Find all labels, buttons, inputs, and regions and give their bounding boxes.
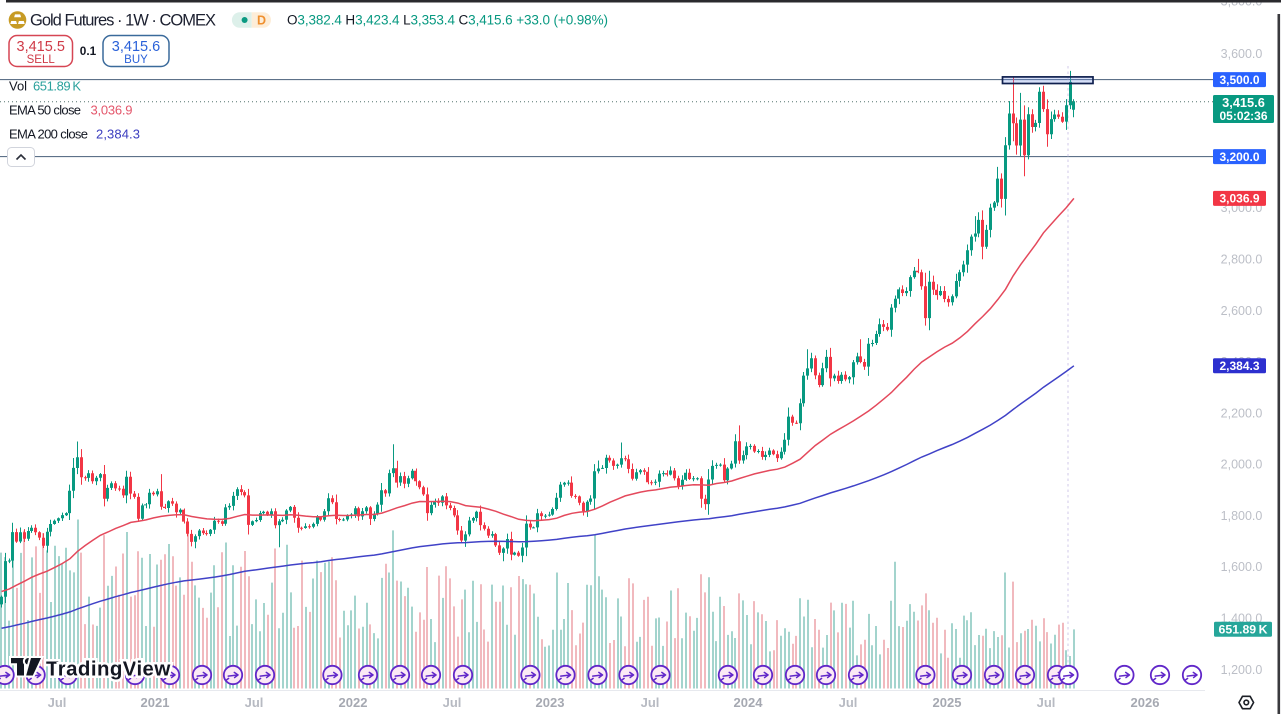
svg-text:EMA 200 close: EMA 200 close: [9, 127, 88, 142]
svg-text:2022: 2022: [339, 695, 368, 710]
svg-text:Jul: Jul: [641, 695, 660, 710]
svg-text:O3,382.4 H3,423.4 L3,353.4 C3,: O3,382.4 H3,423.4 L3,353.4 C3,415.6 +33.…: [287, 13, 608, 28]
svg-text:2024: 2024: [734, 695, 764, 710]
svg-text:BUY: BUY: [124, 54, 148, 66]
svg-text:1,200.0: 1,200.0: [1221, 663, 1263, 677]
svg-text:2,200.0: 2,200.0: [1221, 406, 1263, 420]
svg-text:2,600.0: 2,600.0: [1221, 304, 1263, 318]
svg-text:3,600.0: 3,600.0: [1221, 47, 1263, 61]
svg-text:D: D: [257, 13, 266, 27]
svg-text:1,600.0: 1,600.0: [1221, 560, 1263, 574]
svg-text:Vol: Vol: [9, 78, 27, 93]
svg-text:1,800.0: 1,800.0: [1221, 509, 1263, 523]
svg-text:3,500.0: 3,500.0: [1219, 73, 1259, 87]
svg-text:3,415.6: 3,415.6: [112, 39, 160, 55]
svg-text:3,800.0: 3,800.0: [1221, 0, 1263, 8]
svg-text:2025: 2025: [933, 695, 962, 710]
svg-text:2,800.0: 2,800.0: [1221, 252, 1263, 266]
svg-text:651.89 K: 651.89 K: [33, 78, 81, 93]
svg-text:EMA 50 close: EMA 50 close: [9, 103, 81, 118]
svg-text:3,415.5: 3,415.5: [17, 39, 65, 55]
svg-text:3,200.0: 3,200.0: [1219, 150, 1259, 164]
svg-text:2021: 2021: [141, 695, 170, 710]
svg-text:Jul: Jul: [48, 695, 67, 710]
svg-text:Jul: Jul: [245, 695, 264, 710]
svg-text:2,384.3: 2,384.3: [1219, 359, 1259, 373]
svg-text:SELL: SELL: [27, 54, 56, 66]
svg-text:Jul: Jul: [443, 695, 462, 710]
svg-text:Jul: Jul: [1037, 695, 1056, 710]
svg-text:Gold Futures · 1W · COMEX: Gold Futures · 1W · COMEX: [30, 11, 216, 29]
svg-text:3,415.6: 3,415.6: [1222, 95, 1265, 110]
svg-text:0.1: 0.1: [80, 44, 97, 58]
svg-text:05:02:36: 05:02:36: [1219, 109, 1267, 123]
svg-text:2,384.3: 2,384.3: [96, 127, 140, 142]
svg-text:2,000.0: 2,000.0: [1221, 458, 1263, 472]
svg-text:3,036.9: 3,036.9: [91, 103, 133, 118]
svg-text:Jul: Jul: [839, 695, 858, 710]
svg-text:TradingView: TradingView: [46, 658, 170, 681]
svg-text:651.89 K: 651.89 K: [1219, 623, 1268, 637]
svg-text:3,036.9: 3,036.9: [1219, 192, 1259, 206]
svg-text:2026: 2026: [1131, 695, 1160, 710]
svg-text:2023: 2023: [536, 695, 565, 710]
